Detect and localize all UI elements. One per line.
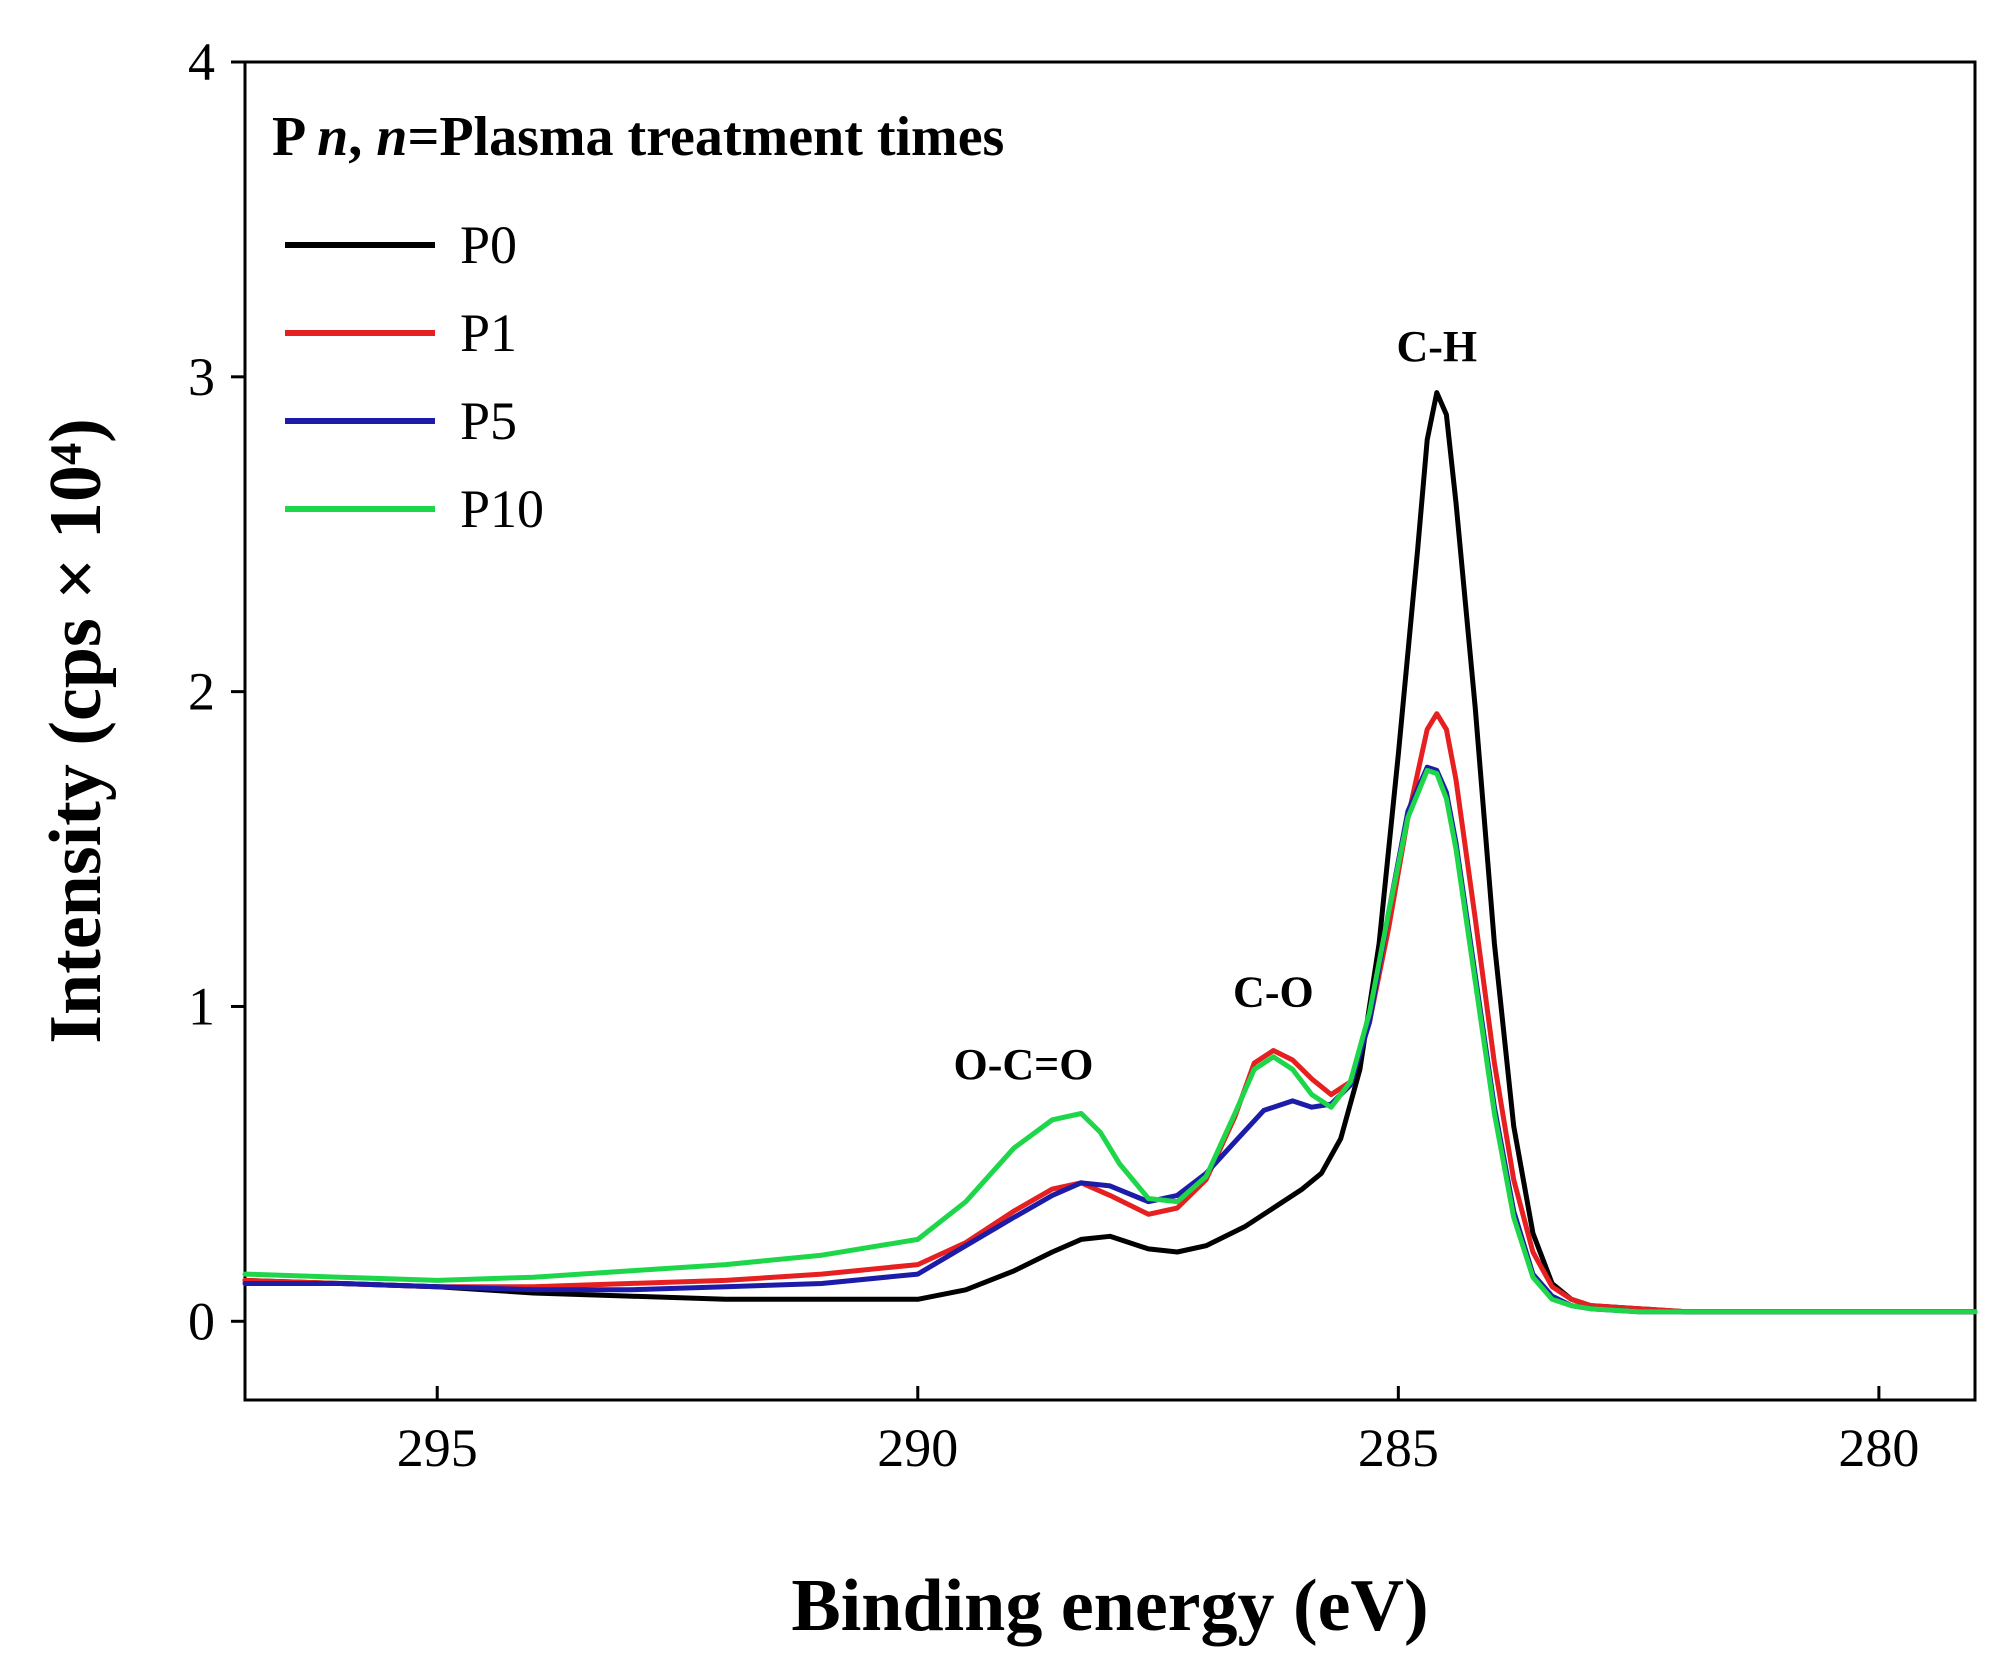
legend-label-p5: P5 [460,391,517,451]
legend-label-p10: P10 [460,479,544,539]
legend-label-p0: P0 [460,215,517,275]
y-axis-title: Intensity (cps × 10⁴) [35,418,117,1044]
series-lines [242,390,1978,1315]
y-tick-label: 2 [188,662,215,722]
x-tick-label: 280 [1838,1418,1919,1478]
peak-label: C-H [1396,322,1477,371]
x-tick-label: 285 [1358,1418,1439,1478]
y-tick-label: 4 [188,32,215,92]
series-line-p5 [242,764,1978,1315]
y-tick-label: 3 [188,347,215,407]
plot-frame [243,60,1977,1402]
peak-label: O-C=O [954,1040,1094,1089]
x-tick-label: 290 [877,1418,958,1478]
series-line-p10 [242,767,1978,1315]
axis-ticks: 295 290 285 280 0 1 2 3 4 [188,32,1919,1478]
y-tick-label: 0 [188,1291,215,1351]
peak-label: C-O [1233,967,1314,1016]
legend-title: P n, n=Plasma treatment times [272,106,1004,168]
y-tick-label: 1 [188,976,215,1036]
peak-annotations: C-H C-O O-C=O [954,322,1478,1089]
legend-label-p1: P1 [460,303,517,363]
x-axis-title: Binding energy (eV) [791,1565,1428,1647]
x-tick-label: 295 [397,1418,478,1478]
series-line-p1 [242,711,1978,1315]
legend: P n, n=Plasma treatment times P0 P1 P5 P10 [272,106,1004,539]
